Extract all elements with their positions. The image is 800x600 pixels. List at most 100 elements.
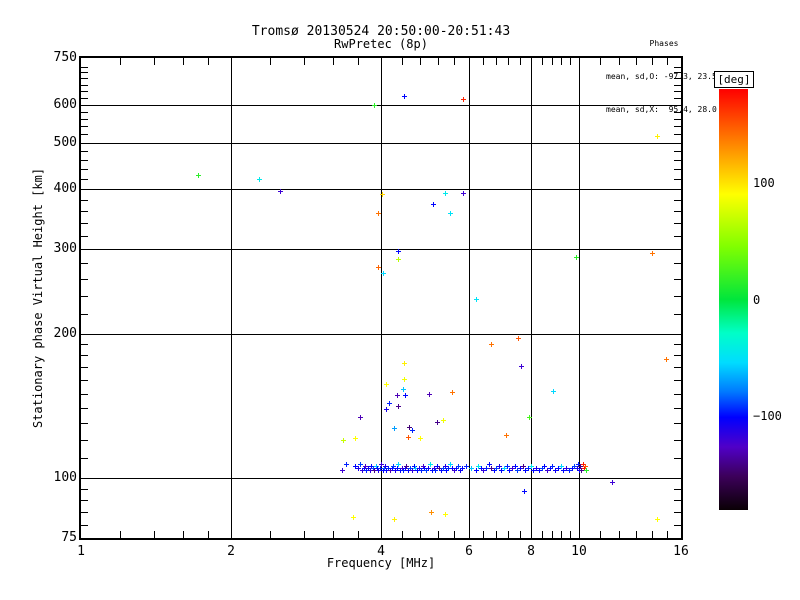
data-point (537, 468, 542, 473)
data-point (542, 464, 547, 469)
y-minor-tick (674, 500, 681, 501)
y-minor-tick (674, 512, 681, 513)
y-minor-tick (674, 85, 681, 86)
y-minor-tick (674, 126, 681, 127)
data-point (519, 364, 524, 369)
data-point (358, 462, 363, 467)
y-minor-tick (81, 134, 88, 135)
data-point (415, 468, 420, 473)
data-point (474, 297, 479, 302)
x-minor-tick (561, 531, 562, 538)
x-minor-tick (652, 531, 653, 538)
data-point (574, 255, 579, 260)
y-minor-tick (81, 112, 88, 113)
data-point (340, 468, 345, 473)
data-point (412, 464, 417, 469)
y-minor-tick (674, 344, 681, 345)
data-point (518, 466, 523, 471)
x-minor-tick (483, 531, 484, 538)
x-minor-tick (154, 58, 155, 65)
data-point (454, 466, 459, 471)
y-minor-tick (81, 500, 88, 501)
data-point (553, 468, 558, 473)
data-point (424, 468, 429, 473)
data-point (497, 464, 502, 469)
data-point (492, 468, 497, 473)
x-minor-tick (420, 531, 421, 538)
x-minor-tick (520, 531, 521, 538)
x-minor-tick (619, 58, 620, 65)
colorbar-unit-label: [deg] (714, 71, 754, 88)
data-point (476, 464, 481, 469)
data-point (372, 468, 377, 473)
y-grid-line (81, 249, 681, 250)
data-point (426, 466, 431, 471)
y-minor-tick (81, 525, 88, 526)
y-minor-tick (81, 200, 88, 201)
data-point (582, 466, 587, 471)
x-minor-tick (483, 58, 484, 65)
data-point (567, 468, 572, 473)
data-point (381, 271, 386, 276)
y-minor-tick (81, 440, 88, 441)
data-point (418, 436, 423, 441)
data-point (196, 173, 201, 178)
data-point (364, 468, 369, 473)
y-axis-title: Stationary phase Virtual Height [km] (31, 167, 45, 429)
x-minor-tick (570, 58, 571, 65)
data-point (474, 468, 479, 473)
y-minor-tick (81, 160, 88, 161)
data-point (392, 517, 397, 522)
x-minor-tick (652, 58, 653, 65)
data-point (371, 466, 376, 471)
data-point (400, 466, 405, 471)
data-point (522, 489, 527, 494)
x-minor-tick (183, 531, 184, 538)
y-minor-tick (674, 440, 681, 441)
x-minor-tick (358, 58, 359, 65)
data-point (499, 468, 504, 473)
y-minor-tick (81, 98, 88, 99)
colorbar-gradient (719, 89, 748, 510)
data-point (395, 393, 400, 398)
x-minor-tick (508, 531, 509, 538)
x-minor-tick (208, 58, 209, 65)
data-point (579, 468, 584, 473)
data-point (450, 466, 455, 471)
y-minor-tick (81, 236, 88, 237)
y-tick-label: 300 (53, 241, 77, 256)
data-point (366, 466, 371, 471)
data-point (458, 468, 463, 473)
data-point (396, 249, 401, 254)
x-minor-tick (120, 531, 121, 538)
data-point (376, 211, 381, 216)
x-minor-tick (183, 58, 184, 65)
data-point (461, 97, 466, 102)
data-point (443, 512, 448, 517)
data-point (403, 393, 408, 398)
data-point (403, 466, 408, 471)
x-tick-label: 6 (465, 544, 473, 559)
y-minor-tick (674, 296, 681, 297)
y-grid-line (81, 189, 681, 190)
data-point (575, 466, 580, 471)
y-minor-tick (81, 179, 88, 180)
data-point (421, 464, 426, 469)
x-minor-tick (619, 531, 620, 538)
y-minor-tick (81, 489, 88, 490)
x-minor-tick (154, 531, 155, 538)
data-point (363, 464, 368, 469)
x-grid-line (469, 58, 470, 538)
x-minor-tick (454, 531, 455, 538)
x-grid-line (531, 58, 532, 538)
data-point (378, 466, 383, 471)
data-point (494, 466, 499, 471)
data-point (362, 466, 367, 471)
y-minor-tick (81, 119, 88, 120)
x-grid-line (231, 58, 232, 538)
data-point (429, 510, 434, 515)
x-minor-tick (270, 58, 271, 65)
data-point (515, 468, 520, 473)
y-minor-tick (81, 423, 88, 424)
x-minor-tick (542, 531, 543, 538)
